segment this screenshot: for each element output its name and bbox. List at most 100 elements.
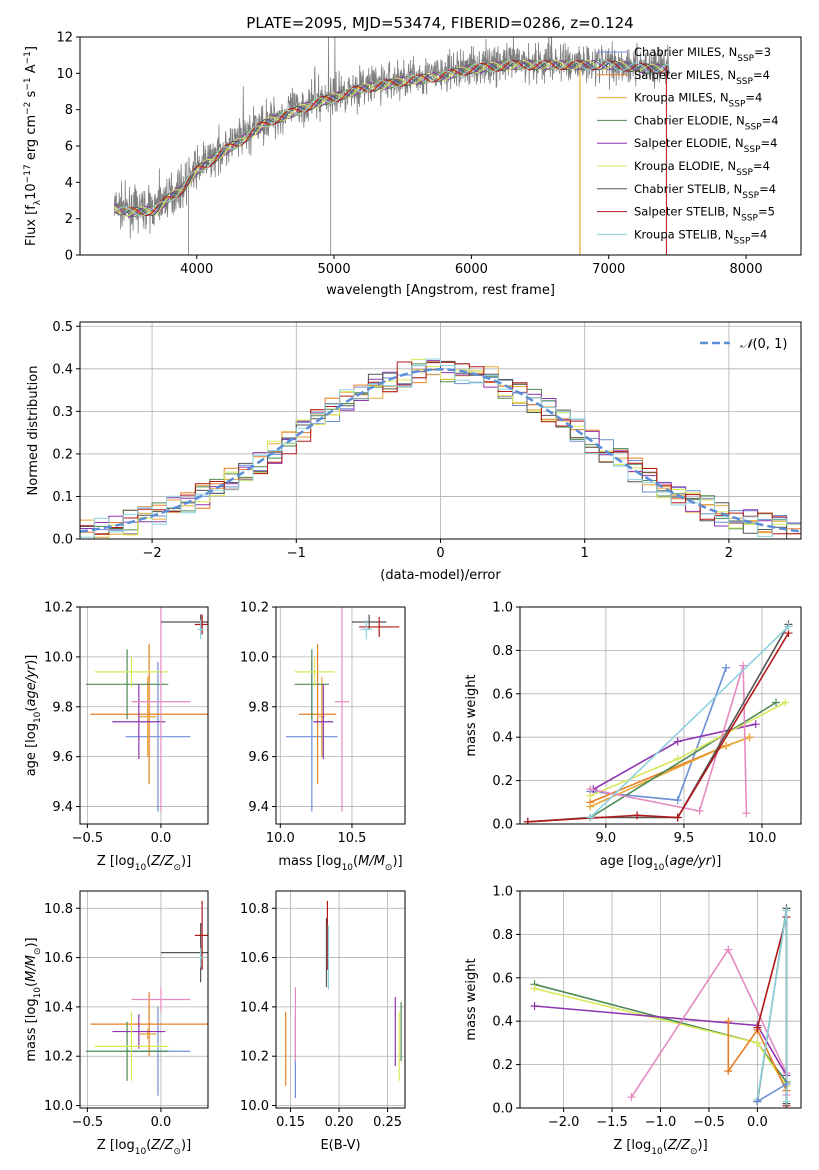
y-axis-label: mass weight [464, 674, 479, 756]
plot-area [85, 900, 208, 1096]
y-tick-label: 10.2 [240, 601, 269, 616]
y-tick-label: 0.4 [52, 362, 73, 377]
weight-marker [782, 1080, 791, 1089]
x-axis-label: Z [log10(Z/Z⊙)] [97, 854, 191, 873]
legend-label: Chabrier STELIB, NSSP=4 [634, 182, 776, 201]
y-tick-label: 10.0 [44, 1099, 73, 1114]
weight-series-line [756, 1083, 787, 1103]
y-tick-label: 6 [65, 140, 73, 155]
legend-label: Kroupa STELIB, NSSP=4 [634, 227, 767, 246]
x-tick-label: 10.0 [747, 831, 776, 846]
weight-marker [753, 1097, 762, 1106]
x-tick-label: 0 [436, 546, 444, 561]
x-tick-label: −1.0 [645, 1115, 677, 1130]
errorbar-point [138, 676, 157, 757]
x-tick-label: 5000 [318, 262, 351, 277]
y-tick-label: 9.8 [52, 700, 73, 715]
x-tick-label: 10.5 [337, 831, 366, 846]
axes-frame [79, 606, 209, 825]
y-tick-label: 10.8 [44, 902, 73, 917]
errorbar-point [294, 656, 335, 687]
errorbar-point [313, 684, 334, 760]
axes-frame [519, 606, 802, 825]
errorbar-point [125, 661, 191, 812]
weight-marker [742, 809, 751, 818]
axes-frame [275, 890, 406, 1109]
legend-label: Kroupa ELODIE, NSSP=4 [634, 159, 770, 178]
panel-weight_vs_Z: −2.0 −1.5 −1.0 −0.5 0.0 0.0 0.2 0.4 0.6 0.8 1.0 [492, 885, 802, 1130]
model-spectrum-line [113, 60, 670, 216]
x-axis-label: mass [log10(M/M⊙)] [278, 854, 402, 873]
x-tick-label: −1 [287, 546, 306, 561]
weight-marker [724, 1017, 733, 1026]
x-tick-label: −2 [143, 546, 162, 561]
weight-series-line [727, 1021, 788, 1091]
weight-marker [722, 663, 731, 672]
y-tick-label: 10.4 [240, 1000, 269, 1015]
weight-marker [739, 661, 748, 670]
errorbar-point [131, 987, 191, 1012]
y-tick-label: 0.0 [52, 533, 73, 548]
x-tick-label: −0.5 [72, 831, 104, 846]
weight-marker [781, 698, 790, 707]
panel-age_vs_Z: −0.5 0.0 9.4 9.6 9.8 10.0 10.2 [44, 601, 209, 846]
y-tick-label: 8 [65, 103, 73, 118]
weight-marker [782, 1097, 791, 1106]
weight-marker [530, 984, 539, 993]
y-tick-label: 0 [65, 249, 73, 264]
errorbar-point [90, 644, 208, 785]
y-tick-label: 10.6 [44, 951, 73, 966]
y-tick-label: 0.0 [492, 818, 513, 833]
y-tick-label: 10.0 [240, 650, 269, 665]
weight-marker [586, 813, 595, 822]
spectrum-legend: Chabrier MILES, NSSP=3 Salpeter MILES, NS… [597, 45, 779, 246]
x-tick-label: 9.5 [674, 831, 695, 846]
legend-label: Chabrier MILES, NSSP=3 [634, 45, 771, 64]
y-tick-label: 0.4 [492, 1015, 513, 1030]
figure-title: PLATE=2095, MJD=53474, FIBERID=0286, z=0… [246, 14, 633, 32]
x-axis-label: wavelength [Angstrom, rest frame] [326, 283, 555, 298]
panel-weight_vs_age: 9.0 9.5 10.0 0.0 0.2 0.4 0.6 0.8 1.0 [492, 601, 802, 846]
weight-marker [633, 811, 642, 820]
x-tick-label: 0.25 [373, 1115, 402, 1130]
x-axis-label: E(B-V) [320, 1138, 360, 1153]
x-tick-label: 0.0 [151, 1115, 172, 1130]
y-tick-label: 0.3 [52, 405, 73, 420]
axes-frame [275, 606, 406, 825]
errorbar-point [334, 607, 350, 812]
y-tick-label: 0.2 [492, 774, 513, 789]
y-tick-label: 10.2 [240, 1050, 269, 1065]
histogram-step [80, 358, 801, 539]
y-tick-label: 9.8 [248, 700, 269, 715]
weight-marker [753, 1023, 762, 1032]
errorbar-point [85, 649, 169, 720]
panel-mass_vs_ebv: 0.15 0.20 0.25 10.0 10.2 10.4 10.6 10.8 [240, 890, 406, 1130]
x-tick-label: 9.0 [596, 831, 617, 846]
x-tick-label: 0.15 [276, 1115, 305, 1130]
y-axis-label: mass [log10(M/M⊙)] [24, 937, 43, 1061]
normal-curve [80, 368, 801, 533]
y-axis-label: mass weight [464, 958, 479, 1040]
x-axis-label: Z [log10(Z/Z⊙)] [97, 1138, 191, 1157]
weight-marker [586, 802, 595, 811]
weight-series-line [527, 632, 790, 823]
legend-label: Salpeter STELIB, NSSP=5 [634, 205, 775, 224]
panel-residuals: −2 −1 0 1 2 0.0 0.1 0.2 0.3 0.4 0.5 𝒩(0, 1) [52, 320, 802, 561]
legend-label: Salpeter ELODIE, NSSP=4 [634, 136, 777, 155]
x-tick-label: −0.5 [693, 1115, 725, 1130]
y-tick-label: 12 [56, 31, 73, 46]
errorbar-point [90, 992, 208, 1057]
y-axis-label: age [log10(age/yr)] [24, 655, 43, 777]
x-tick-label: 0.20 [325, 1115, 354, 1130]
plot-area [285, 900, 402, 1099]
panel-age_vs_mass: 10.0 10.5 9.4 9.6 9.8 10.0 10.2 [240, 601, 406, 846]
errorbar-point [112, 684, 166, 760]
y-tick-label: 10.2 [44, 1050, 73, 1065]
weight-marker [751, 720, 760, 729]
errorbar-point [197, 947, 204, 968]
weight-marker [745, 733, 754, 742]
panel-mass_vs_Z: −0.5 0.0 10.0 10.2 10.4 10.6 10.8 [44, 890, 209, 1130]
weight-marker [673, 737, 682, 746]
y-tick-label: 2 [65, 212, 73, 227]
